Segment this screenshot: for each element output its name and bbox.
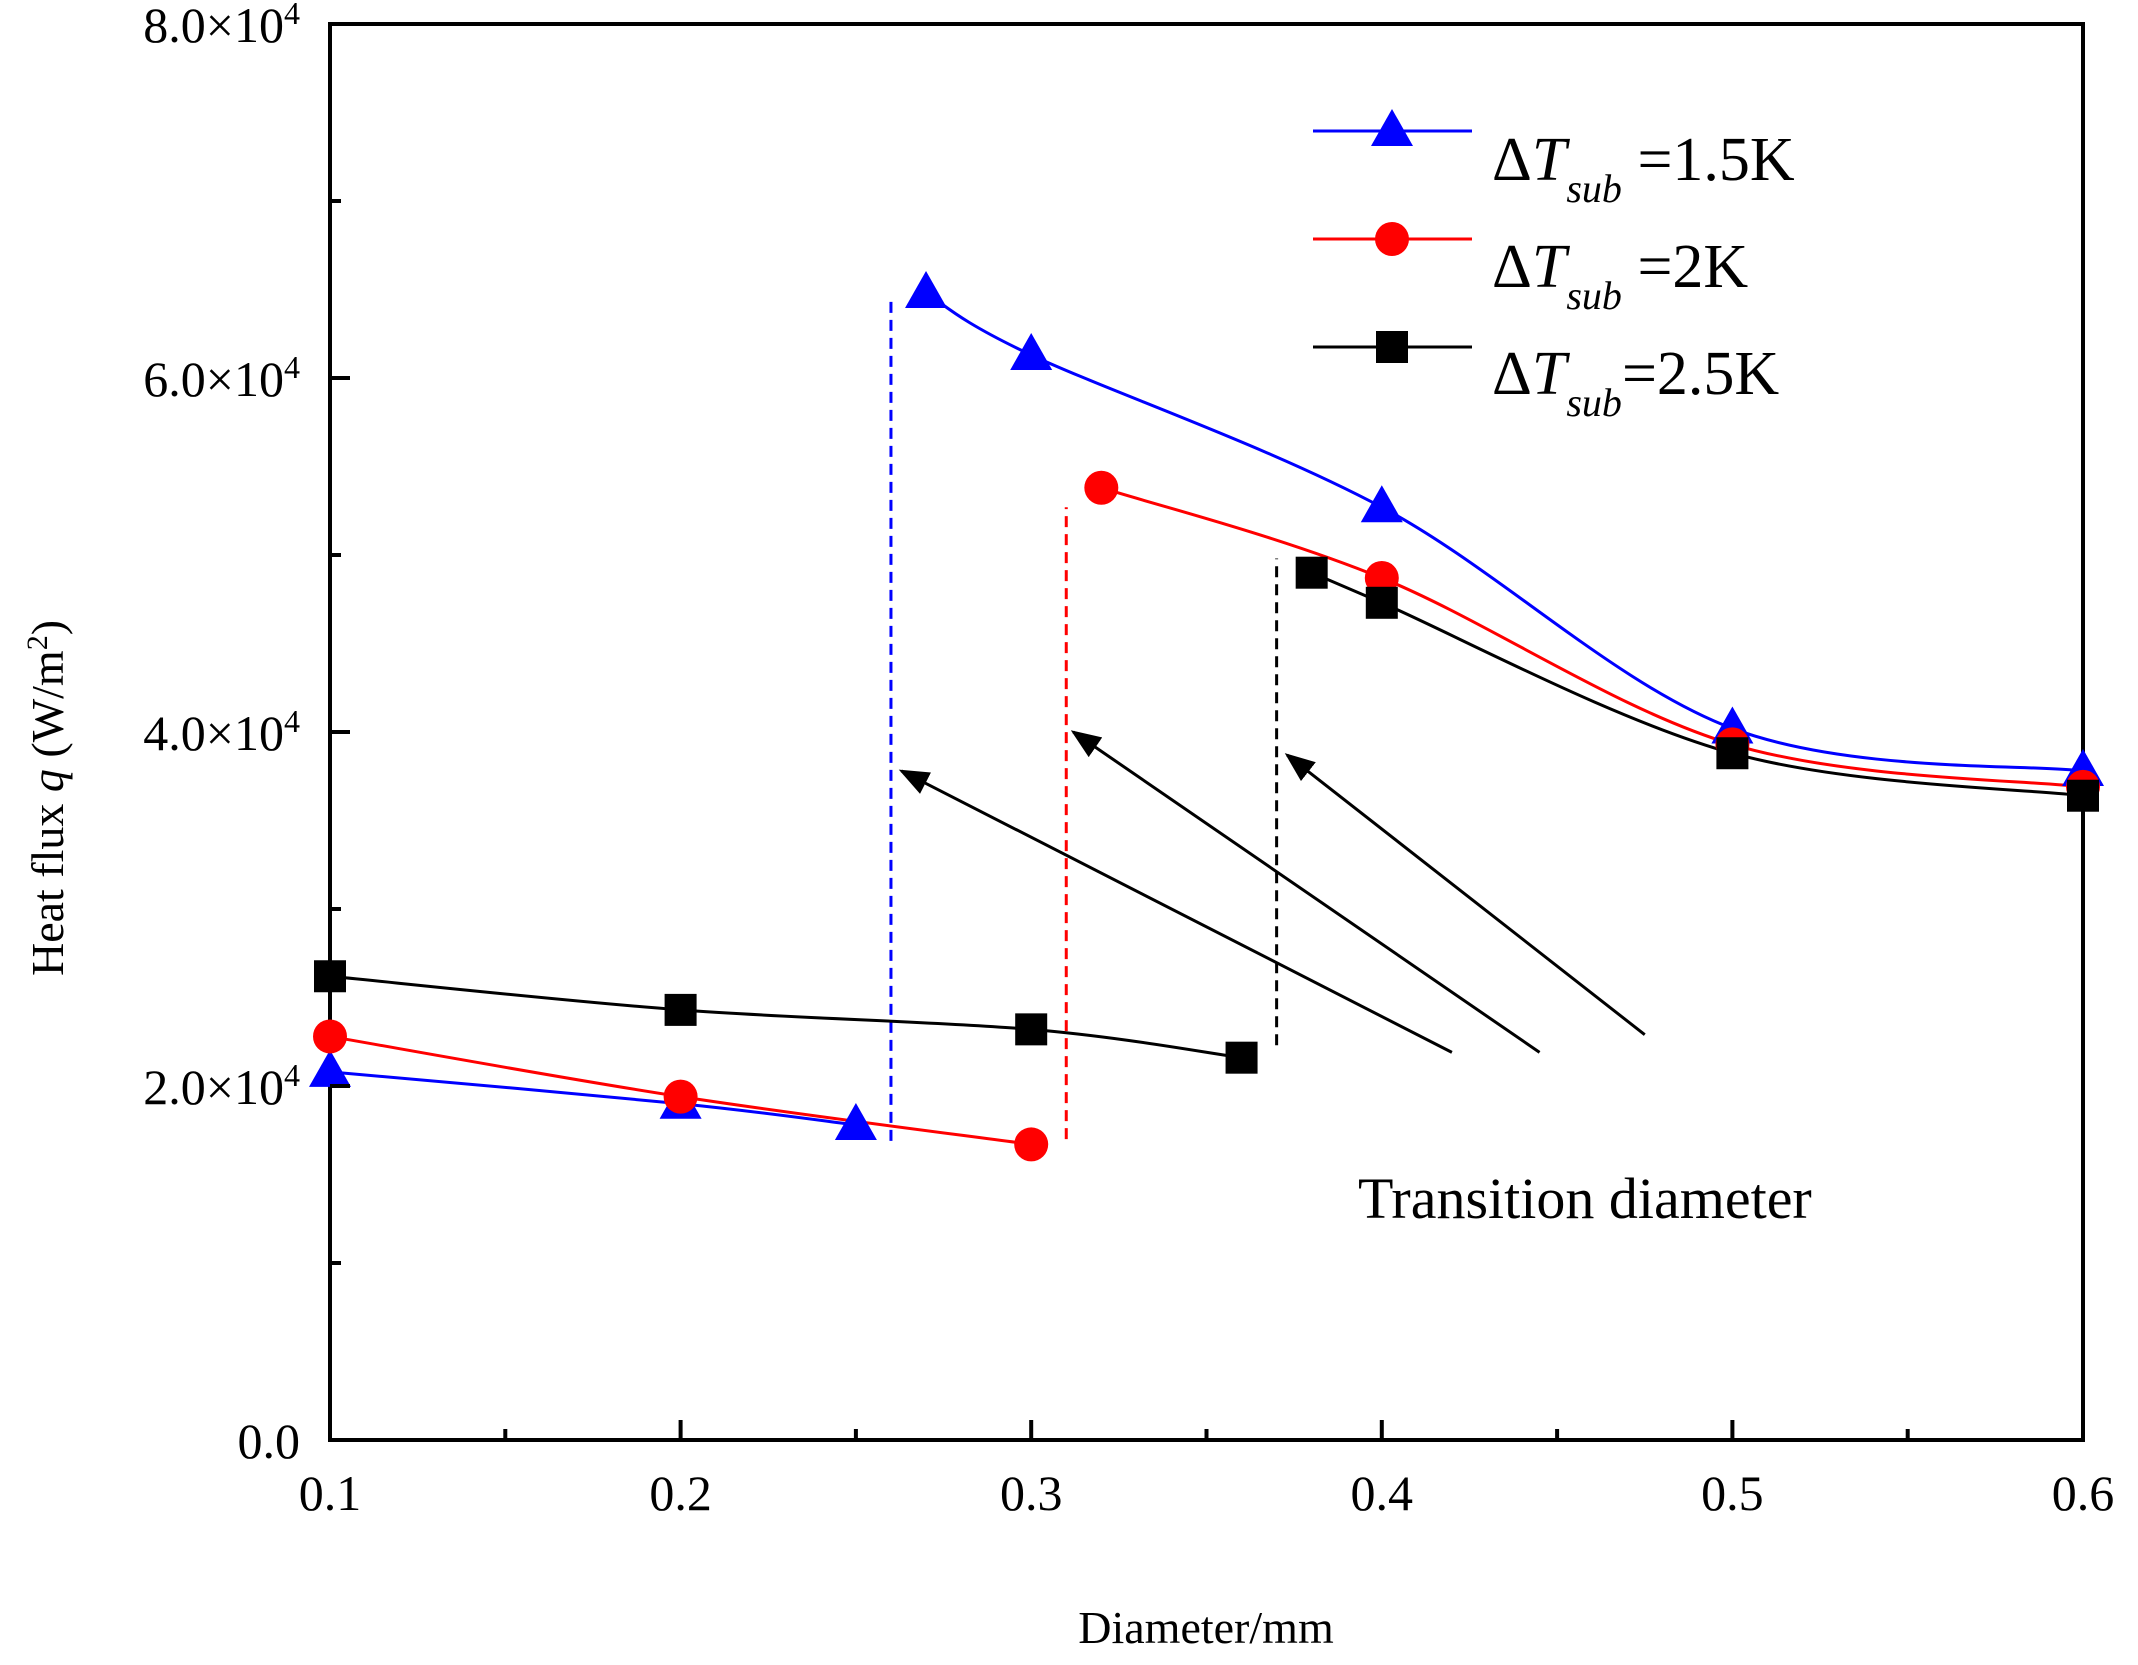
legend-marker-triangle [1371, 109, 1413, 146]
x-tick-label: 0.5 [1701, 1465, 1764, 1521]
annotation-arrow [1284, 753, 1646, 1036]
series-markers [309, 271, 2104, 1162]
x-axis-title: Diameter/mm [1078, 1602, 1334, 1653]
annotation-arrows [898, 730, 1646, 1054]
data-point-square [1365, 586, 1398, 619]
plot-frame [328, 22, 2085, 1442]
data-point-square [1225, 1041, 1258, 1074]
data-point-square [1295, 556, 1328, 589]
legend-label-circle: ΔTsub =2K [1492, 233, 1748, 318]
data-point-square [314, 960, 346, 993]
transition-lines [889, 300, 1279, 1141]
legend-marker-square [1376, 331, 1408, 363]
data-point-circle [663, 1079, 698, 1114]
data-point-triangle [1360, 485, 1403, 523]
y-tick-label: 4.0×104 [143, 703, 300, 761]
data-point-triangle [309, 1049, 351, 1087]
series-line-circle-2 [1100, 486, 2084, 789]
data-point-circle [1084, 470, 1119, 505]
x-tick-label: 0.2 [649, 1465, 712, 1521]
x-tick-label: 0.6 [2052, 1465, 2115, 1521]
annotation-arrow [1070, 730, 1541, 1054]
x-tick-labels: 0.1 0.2 0.3 0.4 0.5 0.6 [299, 1465, 2115, 1521]
data-point-triangle [834, 1102, 877, 1140]
series-line-square-1 [329, 974, 1242, 1060]
x-tick-label: 0.4 [1351, 1465, 1414, 1521]
annotation-arrow [898, 769, 1453, 1054]
series-line-square-2 [1311, 571, 2084, 798]
y-axis-title: Heat flux q (W/m2) [21, 620, 74, 976]
data-point-circle [1014, 1127, 1049, 1162]
x-tick-label: 0.1 [299, 1465, 362, 1521]
data-point-square [2067, 779, 2099, 812]
data-point-square [1015, 1013, 1048, 1046]
data-point-triangle [1010, 332, 1053, 370]
legend-label-triangle: ΔTsub =1.5K [1492, 126, 1795, 211]
y-tick-label: 6.0×104 [143, 349, 300, 407]
y-tick-label: 2.0×104 [143, 1057, 300, 1115]
data-point-triangle [905, 271, 948, 309]
legend: ΔTsub =1.5K ΔTsub =2K ΔTsub=2.5K [1313, 109, 1795, 425]
legend-marker-circle [1375, 222, 1409, 256]
data-point-square [1716, 737, 1749, 770]
transition-diameter-label: Transition diameter [1358, 1166, 1812, 1231]
series-lines [329, 291, 2084, 1146]
x-tick-label: 0.3 [1000, 1465, 1063, 1521]
data-point-circle [1364, 561, 1399, 596]
axis-ticks [328, 22, 2085, 1442]
y-tick-label: 0.0 [238, 1413, 301, 1469]
data-point-circle [313, 1019, 347, 1054]
data-point-square [664, 993, 697, 1026]
y-tick-label: 8.0×104 [143, 0, 300, 53]
y-tick-labels: 0.0 2.0×104 4.0×104 6.0×104 8.0×104 [143, 0, 300, 1469]
legend-label-square: ΔTsub=2.5K [1492, 340, 1779, 425]
series-line-triangle-1 [329, 1070, 857, 1127]
